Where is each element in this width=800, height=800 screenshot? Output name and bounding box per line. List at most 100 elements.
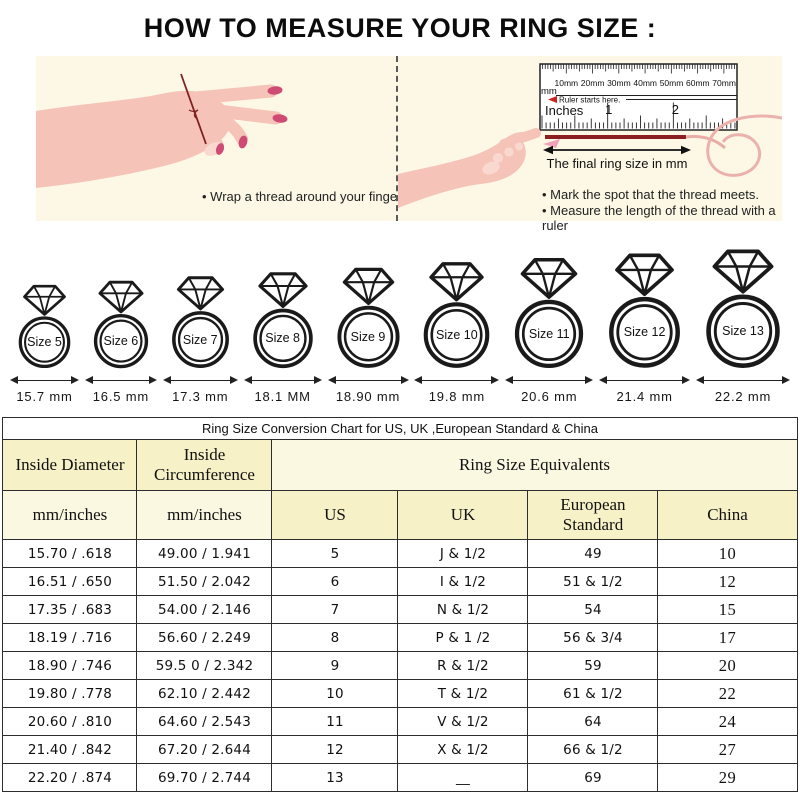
measure-instructions: • Mark the spot that the thread meets. •… xyxy=(542,187,782,234)
page-title: HOW TO MEASURE YOUR RING SIZE : xyxy=(143,13,657,43)
table-cell: 16.51 / .650 xyxy=(2,567,138,596)
inch-number: 1 xyxy=(605,102,612,117)
thread-mark xyxy=(543,139,560,148)
table-cell: 24 xyxy=(657,707,798,736)
ring-diameter-label: 20.6 mm xyxy=(521,389,578,404)
table-cell: 69.70 / 2.744 xyxy=(136,763,273,792)
table-cell: 54 xyxy=(527,595,659,624)
table-cell: 54.00 / 2.146 xyxy=(136,595,273,624)
thread-knot xyxy=(188,109,199,119)
table-cell: 10 xyxy=(657,539,798,568)
subheader-us: US xyxy=(271,490,399,540)
arrow-head-left-icon xyxy=(543,145,553,155)
table-row: 19.80 / .778 62.10 / 2.442 10 T & 1/2 61 & 1… xyxy=(2,679,798,708)
table-row: 16.51 / .650 51.50 / 2.042 6 I & 1/2 51 & 1/… xyxy=(2,567,798,596)
ring-diameter-label: 19.8 mm xyxy=(428,389,485,404)
ring-diameter-arrow xyxy=(414,376,500,385)
mm-scale-label: 60mm xyxy=(686,78,710,88)
table-cell: 69 xyxy=(527,763,659,792)
table-row: 21.40 / .842 67.20 / 2.644 12 X & 1/2 66 & 1… xyxy=(2,735,798,764)
measure-bullet: • Measure the length of the thread with … xyxy=(542,202,776,234)
table-cell: 12 xyxy=(271,735,399,764)
nail xyxy=(267,86,283,95)
mm-scale-label: 40mm xyxy=(633,78,657,88)
ring-block: Size 6 16.5 mm xyxy=(84,276,157,404)
arrow-head-right-icon xyxy=(681,145,691,155)
ruler-body xyxy=(539,63,738,131)
subheader-circumference-unit: mm/inches xyxy=(136,490,273,540)
ring-size-label: Size 7 xyxy=(182,332,218,347)
table-cell: 11 xyxy=(271,707,399,736)
nail xyxy=(238,135,248,149)
thread-tail xyxy=(685,135,726,150)
ring-block: Size 9 18.90 mm xyxy=(327,262,409,404)
diamond-ring-icon xyxy=(18,284,71,369)
table-cell: 27 xyxy=(657,735,798,764)
table-cell: 9 xyxy=(271,651,399,680)
table-cell: 51 & 1/2 xyxy=(527,567,659,596)
diamond-ring-icon xyxy=(515,258,584,369)
table-cell: 49.00 / 1.941 xyxy=(136,539,273,568)
table-row: 17.35 / .683 54.00 / 2.146 7 N & 1/2 54 15 xyxy=(2,595,798,624)
mm-scale-label: 10mm xyxy=(554,78,578,88)
table-cell: 29 xyxy=(657,763,798,792)
table-row: 20.60 / .810 64.60 / 2.543 11 V & 1/2 64 24 xyxy=(2,707,798,736)
table-cell: 15.70 / .618 xyxy=(2,539,138,568)
ring-size-label: Size 10 xyxy=(436,328,478,343)
table-cell: 64 xyxy=(527,707,659,736)
thread-curl xyxy=(706,114,782,177)
diamond-ring-icon xyxy=(424,262,490,368)
ruler-starts-here-label: Ruler starts here. xyxy=(559,96,620,105)
mm-unit-label: mm xyxy=(541,86,557,97)
table-cell: P & 1 /2 xyxy=(397,623,529,652)
table-cell: 10 xyxy=(271,679,399,708)
table-cell: 56.60 / 2.249 xyxy=(136,623,273,652)
header-inside-circumference: Inside Circumference xyxy=(136,439,273,491)
knuckle xyxy=(493,153,503,163)
pointing-finger xyxy=(499,128,541,149)
table-cell: 20.60 / .810 xyxy=(2,707,138,736)
table-cell: 51.50 / 2.042 xyxy=(136,567,273,596)
table-cell: 67.20 / 2.644 xyxy=(136,735,273,764)
inches-label: Inches xyxy=(545,103,584,118)
knuckle xyxy=(504,147,514,157)
ring-diameter-arrow xyxy=(599,376,691,385)
table-cell: 6 xyxy=(271,567,399,596)
table-cell: 56 & 3/4 xyxy=(527,623,659,652)
ring-finger xyxy=(190,105,248,145)
table-cell: 17.35 / .683 xyxy=(2,595,138,624)
ruler-illustration: 10mm 20mm 30mm 40mm 50mm 60mm 70mm mm Ru… xyxy=(398,63,782,208)
ring-size-label: Size 13 xyxy=(722,324,764,339)
table-cell: I & 1/2 xyxy=(397,567,529,596)
wrap-thread-panel: • Wrap a thread around your finger xyxy=(36,56,401,221)
ring-block: Size 5 15.7 mm xyxy=(10,280,79,404)
thumb xyxy=(482,161,500,175)
middle-finger xyxy=(189,84,278,105)
ring-diameter-label: 21.4 mm xyxy=(616,389,673,404)
ring-diameter-arrow xyxy=(162,376,238,385)
ring-diameter-label: 15.7 mm xyxy=(16,389,73,404)
ring-block: Size 8 18.1 MM xyxy=(243,267,322,404)
table-cell: 66 & 1/2 xyxy=(527,735,659,764)
table-cell: 15 xyxy=(657,595,798,624)
table-cell: 21.40 / .842 xyxy=(2,735,138,764)
hand-with-thread-illustration xyxy=(36,73,288,188)
ruler-start-arrow-icon xyxy=(548,96,557,103)
pointing-hand xyxy=(398,131,539,208)
table-cell: V & 1/2 xyxy=(397,707,529,736)
ring-size-label: Size 6 xyxy=(103,334,139,349)
table-cell: R & 1/2 xyxy=(397,651,529,680)
table-cell: 49 xyxy=(527,539,659,568)
table-cell: 61 & 1/2 xyxy=(527,679,659,708)
mm-scale-label: 70mm xyxy=(712,78,736,88)
ring-diameter-label: 18.1 MM xyxy=(254,389,311,404)
ring-size-label: Size 11 xyxy=(528,326,570,341)
table-cell: 22.20 / .874 xyxy=(2,763,138,792)
ring-diameter-arrow xyxy=(696,376,790,385)
diamond-ring-icon xyxy=(609,253,681,368)
diamond-ring-icon xyxy=(93,280,148,369)
table-cell: 18.19 / .716 xyxy=(2,623,138,652)
ring-diameter-label: 16.5 mm xyxy=(92,389,149,404)
ring-diameter-arrow xyxy=(84,376,157,385)
